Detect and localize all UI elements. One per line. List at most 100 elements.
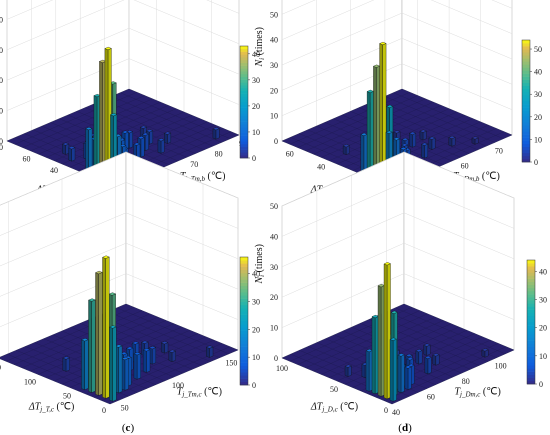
- colorbar-tick-label: 0: [252, 154, 256, 163]
- z-gridline: [281, 273, 515, 328]
- floor-grid: [386, 311, 497, 358]
- z-tick-label: 10: [270, 324, 278, 333]
- colorbar-tick-label: 0: [252, 381, 256, 390]
- colorbar-tick-label: 30: [252, 76, 260, 85]
- histogram-bar: [428, 136, 436, 150]
- y-tick-label: 60: [286, 150, 294, 159]
- histogram-bar: [389, 337, 397, 402]
- histogram-bar: [133, 352, 142, 380]
- histogram-bar: [142, 348, 151, 373]
- histogram-bar: [88, 298, 96, 393]
- y-axis-label: ΔTj_T,c (℃): [28, 401, 75, 413]
- z-tick-label: 50: [270, 10, 278, 19]
- floor-grid: [384, 96, 495, 143]
- floor-grid: [102, 99, 213, 147]
- histogram-bar: [423, 343, 431, 356]
- y-tick-label: 50: [330, 385, 338, 394]
- colorbar-tick-label: 20: [539, 324, 547, 333]
- z-tick-label: 30: [0, 46, 3, 55]
- histogram-bar: [424, 355, 432, 375]
- z-gridline: [281, 0, 513, 40]
- z-tick-label: 10: [270, 112, 278, 121]
- colorbar-tick-label: 10: [534, 135, 542, 144]
- histogram-bar: [415, 349, 423, 365]
- panel-caption: (d): [398, 422, 412, 434]
- floor-grid: [22, 95, 145, 148]
- z-gridline: [0, 273, 239, 328]
- z-tick-label: 0: [274, 137, 278, 146]
- histogram-bar: [372, 64, 381, 180]
- panel-caption: (c): [122, 422, 135, 434]
- colorbar-tick-label: 10: [252, 128, 260, 137]
- y-tick-label: 40: [317, 163, 325, 172]
- y-tick-label: 100: [276, 364, 288, 373]
- histogram-bar: [61, 142, 70, 155]
- histogram-bar: [342, 144, 350, 155]
- histogram-bar: [432, 353, 440, 366]
- colorbar-tick-label: 40: [534, 68, 542, 77]
- floor-grid: [14, 92, 137, 145]
- histogram-bar: [408, 131, 417, 148]
- floor-grid: [297, 95, 418, 148]
- z-tick-label: 40: [0, 15, 3, 24]
- z-gridline: [281, 151, 515, 207]
- z-axis-label: Ni (times): [254, 27, 266, 67]
- histogram-bar: [121, 356, 129, 391]
- x-tick-label: 70: [190, 160, 198, 169]
- floor-grid: [297, 310, 420, 365]
- z-tick-label: 40: [270, 232, 278, 241]
- z-gridline: [0, 212, 239, 267]
- y-tick-label: 0: [102, 406, 106, 415]
- colorbar-tick-label: 30: [539, 295, 547, 304]
- histogram-bar: [109, 325, 117, 402]
- z-tick-label: 10: [0, 107, 3, 116]
- histogram-bar: [212, 127, 220, 140]
- y-tick-label: 40: [50, 166, 58, 175]
- colorbar-tick-label: 0: [534, 158, 538, 167]
- colorbar-tick-label: 10: [539, 352, 547, 361]
- histogram-bar: [481, 348, 489, 358]
- z-tick-label: 0: [274, 354, 278, 363]
- z-tick-label: 50: [270, 202, 278, 211]
- histogram-bar: [168, 349, 177, 362]
- histogram-bar: [68, 146, 76, 162]
- histogram-bar: [371, 314, 379, 395]
- floor-grid: [395, 307, 506, 355]
- z-gridline: [281, 12, 513, 66]
- x-tick-label: 80: [215, 149, 223, 158]
- floor-grid: [376, 99, 487, 147]
- floor-grid: [305, 98, 426, 152]
- x-tick-label: 40: [392, 408, 400, 417]
- colorbar-tick-label: 40: [252, 50, 260, 59]
- colorbar-tick-label: 40: [539, 267, 547, 276]
- floor-grid: [351, 326, 462, 374]
- floor-grid: [98, 315, 211, 362]
- z-tick-label: 0: [0, 137, 3, 146]
- colorbar-tick-label: 20: [252, 325, 260, 334]
- z-tick-label: 20: [0, 76, 3, 85]
- x-tick-label: 80: [462, 377, 470, 386]
- colorbar-tick-label: 50: [534, 45, 542, 54]
- y-axis-label: ΔTj_D,c (℃): [310, 401, 358, 413]
- colorbar: 0 10 20 30 40: [239, 45, 260, 163]
- z-axis-label: Ni (times): [254, 244, 266, 284]
- z-gridline: [0, 242, 239, 297]
- floor-grid: [305, 313, 428, 369]
- x-tick-label: 150: [225, 359, 237, 368]
- x-axis-label: Tj_Dm,c (℃): [454, 387, 500, 399]
- x-tick-label: 100: [172, 381, 184, 390]
- histogram-bar: [365, 348, 373, 392]
- colorbar-tick-label: 30: [252, 298, 260, 307]
- histogram-bar: [95, 270, 103, 396]
- z-gridline: [281, 63, 513, 116]
- floor-grid: [289, 92, 410, 145]
- x-tick-label: 60: [427, 393, 435, 402]
- histogram-bar: [157, 138, 165, 154]
- y-tick-label: 150: [0, 363, 1, 372]
- x-axis-label: Tj_Tm,c (℃): [177, 387, 222, 399]
- z-tick-label: 20: [270, 86, 278, 95]
- panel-b: 4050607002040600102030405060Tj_Dm,b (℃)Δ…: [254, 0, 542, 218]
- histogram-bar: [102, 255, 110, 399]
- histogram-bar: [379, 41, 387, 182]
